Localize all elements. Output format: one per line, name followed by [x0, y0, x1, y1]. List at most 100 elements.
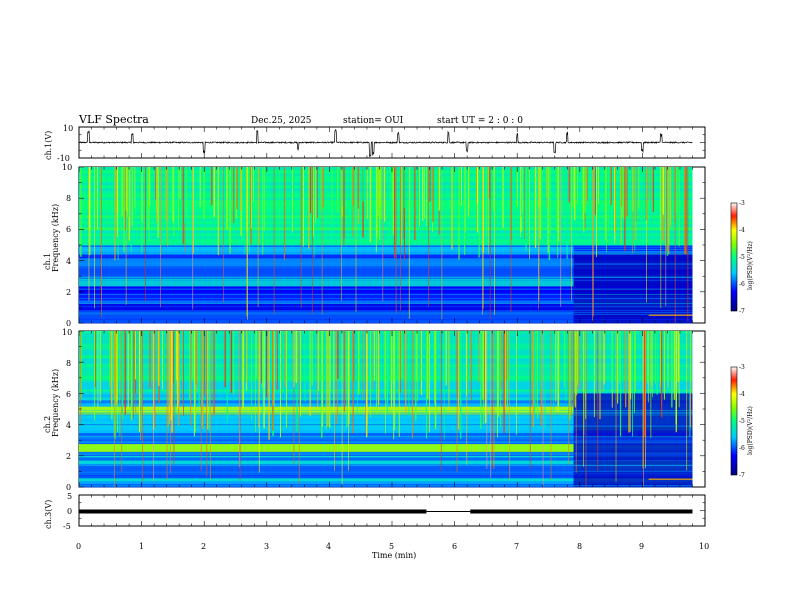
station-label: station= OUI: [343, 116, 404, 126]
spec-row: [79, 451, 693, 455]
spec-row: [79, 221, 693, 225]
xtick-10: 10: [699, 542, 709, 551]
spec-band: [79, 426, 574, 435]
ch2-cb-tick-m5: -5: [739, 418, 745, 425]
ch3-ytick-top: 5: [67, 492, 72, 501]
spec-row: [79, 275, 693, 279]
ch1-spec-ytick-8: 8: [66, 194, 71, 203]
ch2-cb-tick-m6: -6: [739, 445, 745, 452]
spec-row: [79, 230, 693, 234]
spec-row: [79, 239, 693, 243]
spec-row: [79, 227, 693, 231]
ch2-spec-ytick-10: 10: [62, 328, 72, 337]
spec-row: [79, 200, 693, 204]
ch3-ytick-bottom: -5: [63, 522, 71, 531]
date-label: Dec.25, 2025: [251, 116, 312, 126]
ch2-cb-tick-m4: -4: [739, 391, 745, 398]
ch1-cb-tick-m6: -6: [739, 281, 745, 288]
figure-title: VLF Spectra: [78, 113, 149, 126]
ch1-cb-tick-m5: -5: [739, 254, 745, 261]
spec-row: [79, 188, 693, 192]
ch2-cb-tick-m7: -7: [739, 472, 745, 479]
ch1-spec-ylabel: Frequency (kHz): [51, 204, 60, 272]
ch2-spec-ytick-4: 4: [66, 421, 71, 430]
spec-band: [79, 258, 574, 267]
spec-row: [79, 179, 693, 183]
ch2-spectrogram-image: [79, 331, 693, 488]
spec-row: [79, 290, 693, 294]
spec-band: [79, 314, 574, 323]
spec-row: [79, 460, 693, 464]
spec-row: [79, 236, 693, 240]
xtick-3: 3: [264, 542, 269, 551]
ch1-colorbar: [730, 202, 738, 312]
spec-row: [79, 215, 693, 219]
xtick-0: 0: [76, 542, 81, 551]
spec-row: [79, 176, 693, 180]
ch2-cb-label: log(PSD)(V²/Hz): [747, 406, 754, 455]
spec-row: [79, 287, 693, 291]
spec-row: [79, 224, 693, 228]
spec-row: [79, 481, 693, 485]
ch2-spectrogram-panel: 0 2 4 6 8 10 ch.2 Frequency (kHz) -3 -4 …: [43, 328, 754, 492]
spec-row: [79, 233, 693, 237]
ch1-ylabel: ch.1(V): [44, 131, 53, 160]
spec-row: [79, 173, 693, 177]
ch3-ylabel: ch.3(V): [44, 500, 53, 529]
spec-band: [79, 278, 574, 287]
ch1-cb-tick-m7: -7: [739, 308, 745, 315]
ch1-spec-ytick-10: 10: [62, 163, 72, 172]
ch2-cb-tick-m3: -3: [739, 364, 745, 371]
ch1-spec-ytick-0: 0: [66, 319, 71, 328]
ch1-spectrogram-panel: 0 2 4 6 8 10 ch.1 Frequency (kHz) -3 -4 …: [43, 163, 754, 328]
ch1-ytick-bottom: -10: [57, 154, 70, 163]
ch3-trace-panel: 5 0 -5 ch.3(V): [44, 492, 706, 531]
xtick-7: 7: [514, 542, 519, 551]
spec-row: [79, 212, 693, 216]
spec-row: [79, 457, 693, 461]
spec-row: [79, 209, 693, 213]
ch1-cb-tick-m3: -3: [739, 200, 745, 207]
spec-row: [79, 185, 693, 189]
spec-row: [79, 203, 693, 207]
start-ut-label: start UT = 2 : 0 : 0: [437, 116, 523, 126]
ch2-colorbar: [730, 366, 738, 476]
spec-row: [79, 242, 693, 246]
ch1-cb-label: log(PSD)(V²/Hz): [747, 241, 754, 290]
spec-row: [79, 475, 693, 479]
ch1-ytick-top: 10: [63, 124, 73, 133]
x-axis-label: Time (min): [372, 551, 416, 560]
ch3-ytick-mid: 0: [67, 507, 72, 516]
x-axis: 0 1 2 3 4 5 6 7 8 9 10 Time (min): [76, 542, 709, 560]
spec-band: [79, 303, 574, 312]
xtick-4: 4: [326, 542, 331, 551]
ch1-waveform-panel: 10 -10 ch.1(V): [44, 124, 706, 163]
spec-row: [79, 197, 693, 201]
spec-row: [79, 206, 693, 210]
ch1-spec-ytick-2: 2: [66, 288, 71, 297]
spec-band: [79, 245, 574, 254]
spec-band: [79, 267, 574, 276]
ch1-spec-ylabel-top: ch.1: [43, 253, 52, 270]
spec-row: [79, 191, 693, 195]
xtick-5: 5: [389, 542, 394, 551]
ch2-spec-ytick-2: 2: [66, 452, 71, 461]
xtick-8: 8: [577, 542, 582, 551]
xtick-9: 9: [639, 542, 644, 551]
spec-row: [79, 299, 693, 303]
ch1-waveform-line: [78, 129, 693, 158]
spec-row: [79, 167, 693, 171]
spec-row: [79, 254, 693, 258]
spec-row: [79, 218, 693, 222]
spec-row: [79, 478, 693, 482]
ch1-spectrogram-image: [79, 167, 693, 324]
spec-band: [79, 444, 574, 452]
ch1-spec-ytick-4: 4: [66, 257, 71, 266]
xtick-1: 1: [139, 542, 144, 551]
xtick-2: 2: [201, 542, 206, 551]
spec-band: [79, 292, 574, 301]
ch1-cb-tick-m4: -4: [739, 227, 745, 234]
ch2-spec-ytick-6: 6: [66, 390, 71, 399]
ch2-spec-ylabel-top: ch.2: [43, 416, 52, 433]
ch2-spec-ytick-0: 0: [66, 483, 71, 492]
